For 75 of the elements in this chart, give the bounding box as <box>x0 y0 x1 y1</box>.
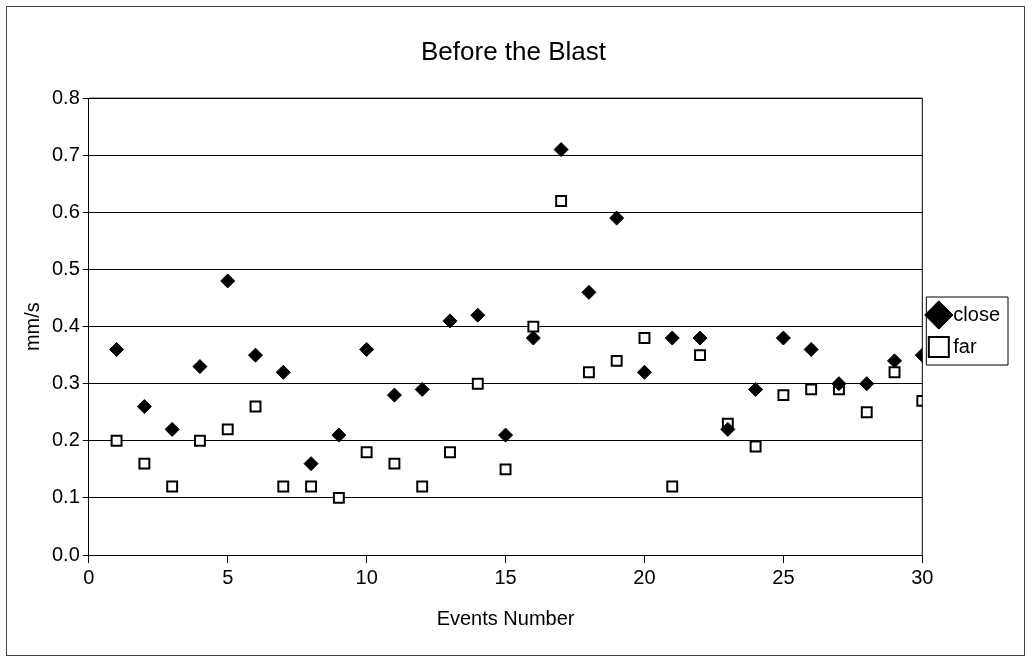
point <box>609 210 625 226</box>
point <box>638 332 651 344</box>
point <box>136 399 152 415</box>
point <box>360 446 373 459</box>
point <box>555 195 568 207</box>
point <box>164 421 180 437</box>
point <box>775 330 791 346</box>
y-tick-label: 0.8 <box>51 85 80 108</box>
x-tick-label: 25 <box>772 565 795 588</box>
point <box>859 376 875 392</box>
x-tick-label: 20 <box>633 565 656 588</box>
point <box>692 330 708 346</box>
y-tick-label: 0.0 <box>51 542 80 565</box>
x-axis-title: Events Number <box>436 606 575 629</box>
point <box>442 313 458 329</box>
y-tick-label: 0.7 <box>51 142 80 165</box>
legend-label: far <box>953 334 977 357</box>
point <box>109 341 125 357</box>
point <box>470 307 486 323</box>
point <box>525 330 541 346</box>
point <box>664 330 680 346</box>
y-tick-label: 0.6 <box>51 199 80 222</box>
point <box>720 421 736 437</box>
x-tick-label: 5 <box>222 565 234 588</box>
point <box>388 457 401 470</box>
y-tick-label: 0.2 <box>51 428 80 451</box>
point <box>277 480 290 493</box>
chart-title: Before the Blast <box>421 35 607 66</box>
point <box>527 320 540 333</box>
point <box>499 463 512 476</box>
point <box>248 347 263 363</box>
point <box>831 376 847 392</box>
point <box>748 381 764 397</box>
point <box>275 364 291 380</box>
point <box>666 480 679 493</box>
point <box>193 434 206 447</box>
point <box>444 446 456 459</box>
point <box>220 273 236 289</box>
point <box>221 423 234 436</box>
point <box>414 381 430 397</box>
point <box>386 387 402 403</box>
point <box>553 142 569 158</box>
point <box>305 480 318 493</box>
x-tick-label: 0 <box>83 565 95 588</box>
point <box>805 383 818 396</box>
point <box>471 377 484 390</box>
point <box>110 434 123 447</box>
point <box>138 457 151 470</box>
y-tick-label: 0.4 <box>51 314 80 337</box>
point <box>303 456 319 472</box>
point <box>166 480 179 493</box>
y-tick-label: 0.3 <box>51 371 80 394</box>
point <box>359 341 375 357</box>
point <box>332 491 345 504</box>
point <box>887 353 903 369</box>
point <box>694 349 706 362</box>
x-tick-label: 30 <box>911 565 934 588</box>
x-tick-label: 10 <box>355 565 378 588</box>
point <box>636 364 652 380</box>
point <box>582 366 595 379</box>
point <box>416 480 429 493</box>
point <box>749 440 762 453</box>
y-tick-label: 0.5 <box>51 257 80 280</box>
point <box>192 359 208 375</box>
point <box>581 284 597 300</box>
y-axis-title: mm/s <box>20 302 43 352</box>
legend-label: close <box>953 302 1001 325</box>
y-tick-label: 0.1 <box>51 485 80 508</box>
x-tick-label: 15 <box>494 565 517 588</box>
point <box>860 406 873 419</box>
point <box>610 354 623 367</box>
point <box>803 341 819 357</box>
point <box>498 427 514 443</box>
point <box>331 427 347 443</box>
point <box>777 389 790 402</box>
